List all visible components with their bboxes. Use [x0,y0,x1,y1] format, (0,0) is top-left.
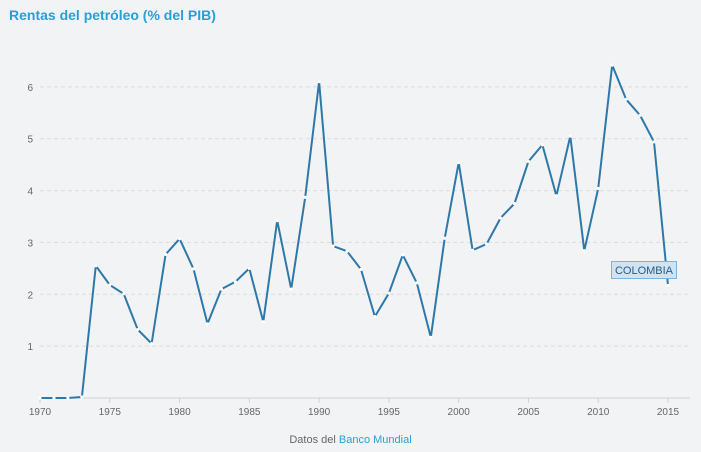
series-label-colombia: COLOMBIA [611,261,677,279]
x-tick-label: 2000 [448,407,471,418]
data-point[interactable] [387,291,391,295]
y-tick-label: 6 [27,83,33,94]
chart-title: Rentas del petróleo (% del PIB) [9,7,216,23]
data-point[interactable] [177,237,182,241]
y-tick-label: 5 [27,135,33,146]
data-point[interactable] [233,280,237,284]
data-point[interactable] [457,160,461,165]
data-point[interactable] [108,283,112,287]
data-point[interactable] [205,322,210,326]
data-point[interactable] [666,283,670,288]
gridlines [40,86,690,347]
x-tick-label: 1975 [99,407,122,418]
y-tick-label: 2 [27,290,33,301]
x-tick-label: 1995 [378,407,401,418]
data-point[interactable] [94,264,98,268]
source-prefix: Datos del [289,434,336,446]
y-tick-label: 1 [27,342,33,353]
y-tick-label: 3 [27,238,33,249]
data-point[interactable] [429,335,433,339]
data-point[interactable] [66,396,70,400]
data-point[interactable] [247,266,251,270]
series-line-colombia [40,64,669,399]
x-tick-label: 1985 [238,407,261,418]
x-axis-ticks: 1970 1975 1980 1985 1990 1995 2000 2005 2010 2015 [29,398,680,418]
data-point[interactable] [275,219,279,223]
data-point[interactable] [164,252,168,256]
data-point[interactable] [610,63,614,67]
data-point[interactable] [484,242,489,246]
x-tick-label: 2005 [517,407,540,418]
data-point[interactable] [498,216,503,220]
data-point[interactable] [150,341,154,346]
data-point[interactable] [80,395,84,399]
source-link[interactable]: Banco Mundial [338,434,412,446]
x-tick-label: 2015 [657,407,680,418]
data-point[interactable] [52,396,56,400]
data-point[interactable] [638,113,642,117]
data-point[interactable] [512,201,517,206]
x-tick-label: 2010 [587,407,610,418]
data-point[interactable] [624,97,628,101]
data-point[interactable] [122,292,126,296]
data-point[interactable] [554,194,558,198]
data-point[interactable] [443,236,447,240]
source-footer: Datos del Banco Mundial [0,434,701,446]
data-point[interactable] [359,267,363,271]
data-point[interactable] [191,267,196,271]
data-point[interactable] [345,249,349,253]
data-point[interactable] [219,287,224,291]
y-tick-label: 4 [27,187,33,198]
data-point[interactable] [596,186,600,191]
data-point[interactable] [38,396,42,400]
data-point[interactable] [415,281,419,285]
data-point[interactable] [331,244,335,248]
data-point[interactable] [289,287,293,291]
x-tick-label: 1970 [29,407,52,418]
data-point[interactable] [317,80,321,84]
data-point[interactable] [261,320,265,324]
data-point[interactable] [401,253,405,257]
data-point[interactable] [540,143,545,147]
x-tick-label: 1980 [168,407,191,418]
series-group [38,63,670,400]
data-point[interactable] [526,159,531,164]
y-axis-ticks: 1 2 3 4 5 6 [27,83,33,353]
data-point[interactable] [136,327,140,332]
data-point[interactable] [652,140,656,144]
x-tick-label: 1990 [308,407,331,418]
data-point[interactable] [582,249,586,253]
data-point[interactable] [568,134,572,138]
data-point[interactable] [373,314,377,319]
data-point[interactable] [471,248,475,252]
data-point[interactable] [303,195,307,199]
